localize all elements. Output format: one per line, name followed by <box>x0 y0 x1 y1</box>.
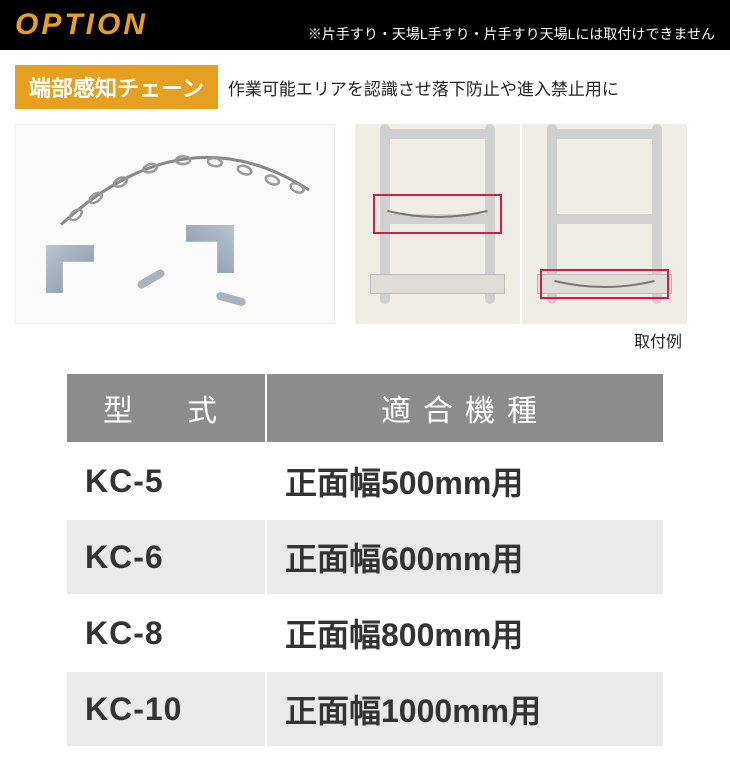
product-badge: 端部感知チェーン <box>15 65 218 109</box>
install-caption: 取付例 <box>355 328 687 352</box>
cell-model: KC-10 <box>66 671 266 747</box>
highlight-box <box>373 194 502 234</box>
install-example-image <box>355 124 520 324</box>
cell-model: KC-8 <box>66 595 266 671</box>
bracket-icon <box>46 245 94 293</box>
page-title: OPTION <box>15 8 148 42</box>
table-row: KC-10 正面幅1000mm用 <box>66 671 664 747</box>
table-row: KC-8 正面幅800mm用 <box>66 595 664 671</box>
cell-compat: 正面幅500mm用 <box>266 443 664 519</box>
cell-compat: 正面幅1000mm用 <box>266 671 664 747</box>
highlight-box <box>540 269 669 299</box>
table-row: KC-5 正面幅500mm用 <box>66 443 664 519</box>
table-row: KC-6 正面幅600mm用 <box>66 519 664 595</box>
image-row: 取付例 <box>0 124 730 362</box>
product-description: 作業可能エリアを認識させ落下防止や進入禁止用に <box>228 75 619 100</box>
cell-compat: 正面幅800mm用 <box>266 595 664 671</box>
table-header-row: 型 式 適合機種 <box>66 373 664 443</box>
cell-model: KC-6 <box>66 519 266 595</box>
pin-icon <box>215 291 246 306</box>
chain-product-image <box>15 124 335 324</box>
table-header-compat: 適合機種 <box>266 373 664 443</box>
pin-icon <box>136 268 166 290</box>
install-example-image <box>522 124 687 324</box>
badge-row: 端部感知チェーン 作業可能エリアを認識させ落下防止や進入禁止用に <box>0 65 730 124</box>
cell-compat: 正面幅600mm用 <box>266 519 664 595</box>
cell-model: KC-5 <box>66 443 266 519</box>
table-header-model: 型 式 <box>66 373 266 443</box>
chain-icon <box>56 140 314 230</box>
header-bar: OPTION ※片手すり・天場L手すり・片手すり天場Lには取付けできません <box>0 0 730 50</box>
content-area: 端部感知チェーン 作業可能エリアを認識させ落下防止や進入禁止用に <box>0 50 730 763</box>
spec-table: 型 式 適合機種 KC-5 正面幅500mm用 KC-6 正面幅600mm用 K… <box>65 372 665 748</box>
bracket-icon <box>186 225 234 273</box>
install-example-group: 取付例 <box>355 124 687 352</box>
header-note: ※片手すり・天場L手すり・片手すり天場Lには取付けできません <box>308 24 715 44</box>
